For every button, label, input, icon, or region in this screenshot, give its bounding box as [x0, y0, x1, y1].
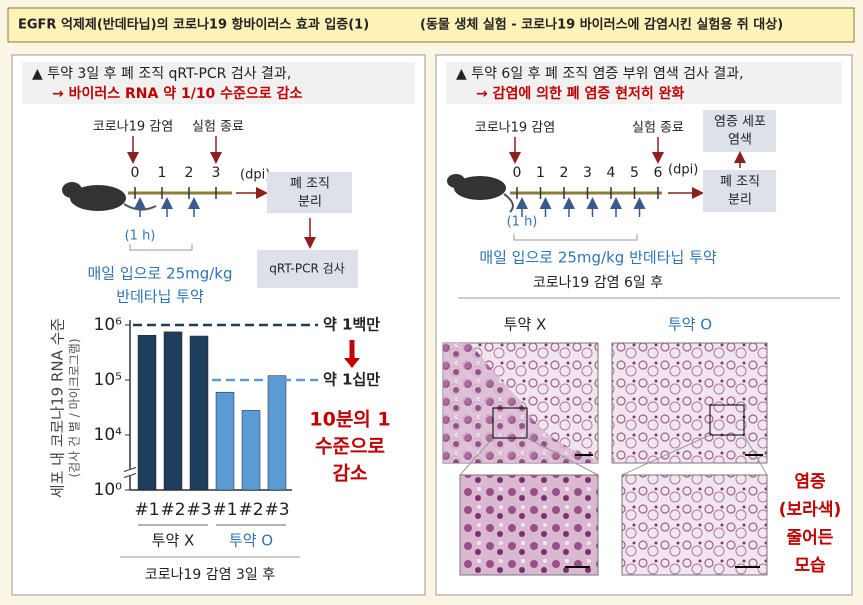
y-tick-label: 10⁰: [94, 480, 123, 500]
day-label: 2: [185, 165, 194, 181]
x-tick-label: #3: [264, 500, 289, 520]
annotation: (보라색): [779, 500, 841, 520]
header-title: EGFR 억제제(반데타닙)의 코로나19 항바이러스 효과 입증(1): [18, 17, 369, 33]
right-heading: ▲ 투약 6일 후 폐 조직 염증 부위 염색 검사 결과,: [456, 66, 744, 82]
day-label: 1: [158, 165, 167, 181]
day-label: 0: [513, 165, 522, 181]
bracket: [513, 234, 638, 241]
x-tick-label: #3: [186, 500, 211, 520]
dosing: 반데타닙 투약: [116, 288, 204, 306]
axis-break: [123, 473, 137, 478]
box-label: 폐 조직: [720, 175, 760, 190]
arrow: [344, 358, 360, 368]
bar: [163, 331, 183, 491]
caption: 코로나19 감염 6일 후: [533, 275, 663, 291]
annotation: 줄어든: [787, 528, 834, 548]
group-label: 투약 X: [504, 316, 547, 334]
y-tick-label: 10⁴: [94, 425, 123, 445]
x-tick-label: #2: [160, 500, 185, 520]
x-tick-label: #2: [238, 500, 263, 520]
left-heading-box: [22, 62, 415, 104]
day-label: 6: [654, 165, 663, 181]
end-label: 실험 종료: [632, 121, 684, 136]
annotation: 10분의 1: [309, 409, 390, 431]
box-label: 염색: [728, 133, 752, 148]
infection-label: 코로나19 감염: [475, 121, 555, 136]
right-heading-box: [446, 62, 842, 104]
end-label: 실험 종료: [192, 120, 244, 135]
bar: [189, 335, 209, 491]
day-label: 3: [212, 165, 221, 181]
box-label: 분리: [728, 193, 752, 208]
day-label: 2: [560, 165, 569, 181]
day-label: 4: [607, 165, 616, 181]
y-tick-label: 10⁵: [94, 370, 122, 390]
day-label: 1: [536, 165, 545, 181]
group-label: 투약 O: [229, 532, 273, 550]
dosing: 매일 입으로 25mg/kg: [87, 265, 232, 283]
box-label: qRT-PCR 검사: [269, 262, 345, 276]
group-label: 투약 O: [668, 316, 712, 334]
infection-label: 코로나19 감염: [93, 120, 173, 135]
box-label: 염증 세포: [714, 115, 766, 130]
box: [703, 110, 776, 152]
x-tick-label: #1: [212, 500, 237, 520]
x-tick-label: #1: [134, 500, 159, 520]
reference-label: 약 1백만: [323, 316, 380, 334]
box: [703, 170, 776, 212]
bracket: [129, 244, 193, 251]
left-heading: ▲ 투약 3일 후 폐 조직 qRT-PCR 검사 결과,: [32, 66, 291, 82]
day-label: 0: [131, 165, 140, 181]
day-label: 5: [630, 165, 639, 181]
reference-label: 약 1십만: [323, 371, 380, 389]
annotation: 감소: [333, 463, 368, 485]
bar: [267, 375, 287, 491]
bar: [241, 410, 261, 491]
header-bar: [7, 7, 855, 43]
box-label: 분리: [298, 195, 322, 210]
mouse: [447, 174, 514, 213]
bar-chart: 10⁰ 10⁴ 10⁵ 10⁶ 세포 내 코로나19 RNA 수준 (검사 건 별 / 마…: [49, 315, 391, 583]
box-label: 폐 조직: [290, 177, 330, 192]
y-axis-label: (검사 건 별 / 마이크로그램): [68, 338, 82, 477]
box: [267, 172, 352, 213]
header-subtitle: (동물 생체 실험 - 코로나19 바이러스에 감염시킨 실험용 쥐 대상): [420, 17, 783, 33]
annotation: 수준으로: [315, 436, 385, 458]
x-axis-label: 코로나19 감염 3일 후: [145, 567, 275, 583]
y-axis-label: 세포 내 코로나19 RNA 수준: [49, 318, 67, 499]
unit: (dpi): [240, 168, 270, 183]
histology: [442, 342, 768, 576]
dosing: 매일 입으로 25mg/kg 반데타닙 투약: [479, 249, 717, 267]
right-result: → 감염에 의한 폐 염증 현저히 완화: [476, 85, 685, 102]
day-label: 3: [583, 165, 592, 181]
annotation: 염증: [794, 472, 826, 492]
axis-break: [123, 467, 137, 472]
y-tick-label: 10⁶: [94, 315, 123, 335]
unit: (dpi): [668, 163, 698, 178]
box: [257, 250, 358, 288]
dose-time: (1 h): [507, 215, 538, 230]
bar: [215, 391, 235, 491]
annotation: 모습: [794, 556, 826, 576]
left-result: → 바이러스 RNA 약 1/10 수준으로 감소: [52, 85, 302, 102]
axis-break: [124, 469, 136, 476]
bar: [137, 335, 157, 491]
group-label: 투약 X: [152, 532, 195, 550]
dose-time: (1 h): [125, 229, 156, 244]
